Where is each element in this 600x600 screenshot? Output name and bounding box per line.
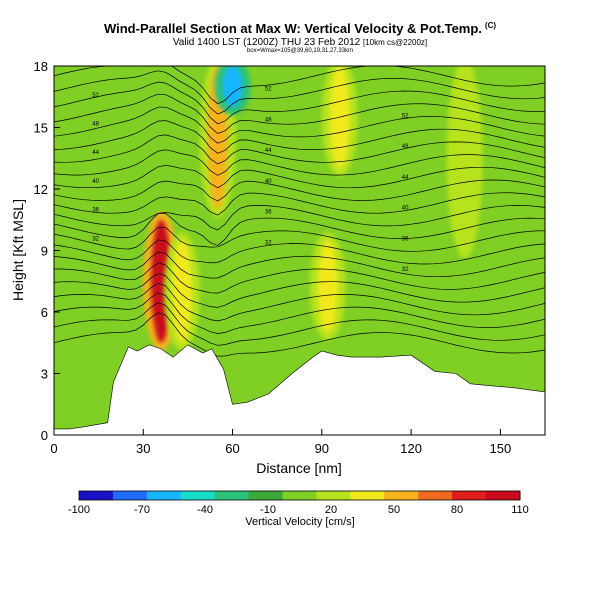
isentrope-label: 52: [92, 93, 99, 99]
isentrope-label: 44: [92, 150, 99, 156]
colorbar-segment: [384, 491, 419, 500]
colorbar-tick-label: 110: [511, 504, 529, 516]
isentrope-label: 36: [265, 210, 272, 216]
chart-title-mark: (C): [484, 21, 497, 30]
colorbar-segment: [79, 491, 114, 500]
chart-subtitle-run: [10km cs@2200z]: [362, 38, 428, 47]
isentrope-label: 44: [402, 175, 409, 181]
isentrope-line: [54, 149, 545, 176]
terrain-profile: [54, 344, 545, 435]
colorbar-segment: [316, 491, 351, 500]
isentrope-label: 48: [265, 117, 272, 123]
colorbar-tick-label: -40: [197, 504, 213, 516]
y-tick-label: 15: [34, 121, 48, 136]
isentrope-line: [54, 212, 545, 246]
isentrope-label: 36: [402, 236, 409, 242]
colorbar-tick-label: 80: [451, 504, 463, 516]
isentrope-line: [54, 239, 545, 265]
chart-title: Wind-Parallel Section at Max W: Vertical…: [0, 21, 600, 36]
isentrope-label: 40: [92, 179, 99, 185]
y-tick-label: 12: [34, 182, 48, 197]
isentrope-label: 52: [402, 113, 409, 119]
isentrope-label: 32: [265, 240, 272, 246]
isentrope-label: 32: [92, 236, 99, 242]
y-tick-label: 0: [41, 428, 48, 443]
x-tick-label: 90: [315, 441, 329, 456]
x-axis-label: Distance [nm]: [256, 460, 342, 476]
y-tick-label: 18: [34, 59, 48, 74]
x-tick-label: 60: [225, 441, 239, 456]
y-tick-label: 6: [41, 305, 48, 320]
isentrope-line: [54, 205, 545, 231]
x-axis: 0 30 60 90 120 150: [50, 429, 511, 456]
colorbar-segment: [112, 491, 148, 500]
isentrope-line: [54, 273, 545, 308]
y-axis: 0 3 6 9 12 15 18: [34, 59, 60, 443]
velocity-plume: [454, 66, 475, 251]
colorbar-label: Vertical Velocity [cm/s]: [245, 516, 355, 528]
isentrope-line: [54, 292, 545, 334]
velocity-plume: [317, 240, 338, 333]
isentrope-label: 48: [402, 144, 409, 150]
y-tick-label: 3: [41, 367, 48, 382]
colorbar-segment: [248, 491, 284, 500]
colorbar-tick-label: 50: [388, 504, 400, 516]
isentrope-line: [54, 164, 545, 189]
colorbar-segment: [452, 491, 487, 500]
isentrope-label: 44: [265, 148, 272, 154]
isentrope-line: [54, 192, 545, 216]
x-tick-label: 120: [400, 441, 422, 456]
isentrope-label: 40: [402, 206, 409, 212]
potential-temperature-contours: 52 52 52 48 48 48 44 44 44 40 40 40 36 36 36 32 32 32: [54, 66, 545, 357]
y-axis-label: Height [Kft MSL]: [10, 199, 26, 301]
chart-title-text: Wind-Parallel Section at Max W: Vertical…: [103, 21, 482, 36]
isentrope-label: 40: [265, 179, 272, 185]
chart-subtitle: Valid 1400 LST (1200Z) THU 23 Feb 2012 […: [0, 37, 600, 48]
colorbar-tick-label: -100: [68, 504, 90, 516]
chart-subtitle-valid: Valid 1400 LST (1200Z) THU 23 Feb 2012: [172, 37, 361, 48]
colorbar-segment: [180, 491, 216, 500]
isentrope-line: [54, 282, 545, 322]
isentrope-line: [54, 134, 545, 165]
colorbar-tick-label: -70: [134, 504, 150, 516]
colorbar-segment: [418, 491, 453, 500]
x-tick-label: 0: [50, 441, 57, 456]
isentrope-line: [54, 226, 545, 252]
colorbar-frame: [78, 490, 521, 501]
colorbar-segment: [350, 491, 385, 500]
isentrope-line: [54, 81, 545, 125]
chart-info-line: box=Wmax=105@39,60,19,31,27,33km: [246, 48, 354, 54]
velocity-plume: [222, 66, 243, 107]
colorbar-segment: [146, 491, 182, 500]
colorbar-tick-label: -10: [260, 504, 276, 516]
isentrope-line: [54, 70, 545, 115]
isentrope-line: [54, 106, 545, 144]
isentrope-line: [54, 93, 545, 134]
colorbar-segment: [486, 491, 521, 500]
colorbar-tick-label: 20: [325, 504, 337, 516]
terrain-mask: [54, 344, 545, 435]
isentrope-line: [54, 66, 545, 105]
x-tick-label: 150: [490, 441, 512, 456]
isentrope-line: [54, 262, 545, 294]
isentrope-line: [54, 302, 545, 346]
colorbar-segment: [214, 491, 250, 500]
colorbar: -100 -70 -40 -10 20 50 80 110: [68, 490, 529, 516]
isentrope-line: [54, 120, 545, 154]
isentrope-label: 52: [265, 87, 272, 93]
isentrope-label: 48: [92, 121, 99, 127]
isentrope-line: [54, 251, 545, 279]
isentrope-line: [54, 179, 545, 202]
y-tick-label: 9: [41, 244, 48, 259]
isentrope-label: 36: [92, 208, 99, 214]
velocity-plume: [172, 240, 192, 343]
isentrope-line: [54, 312, 545, 357]
colorbar-segment: [282, 491, 317, 500]
isentrope-label: 32: [402, 267, 409, 273]
x-tick-label: 30: [136, 441, 150, 456]
